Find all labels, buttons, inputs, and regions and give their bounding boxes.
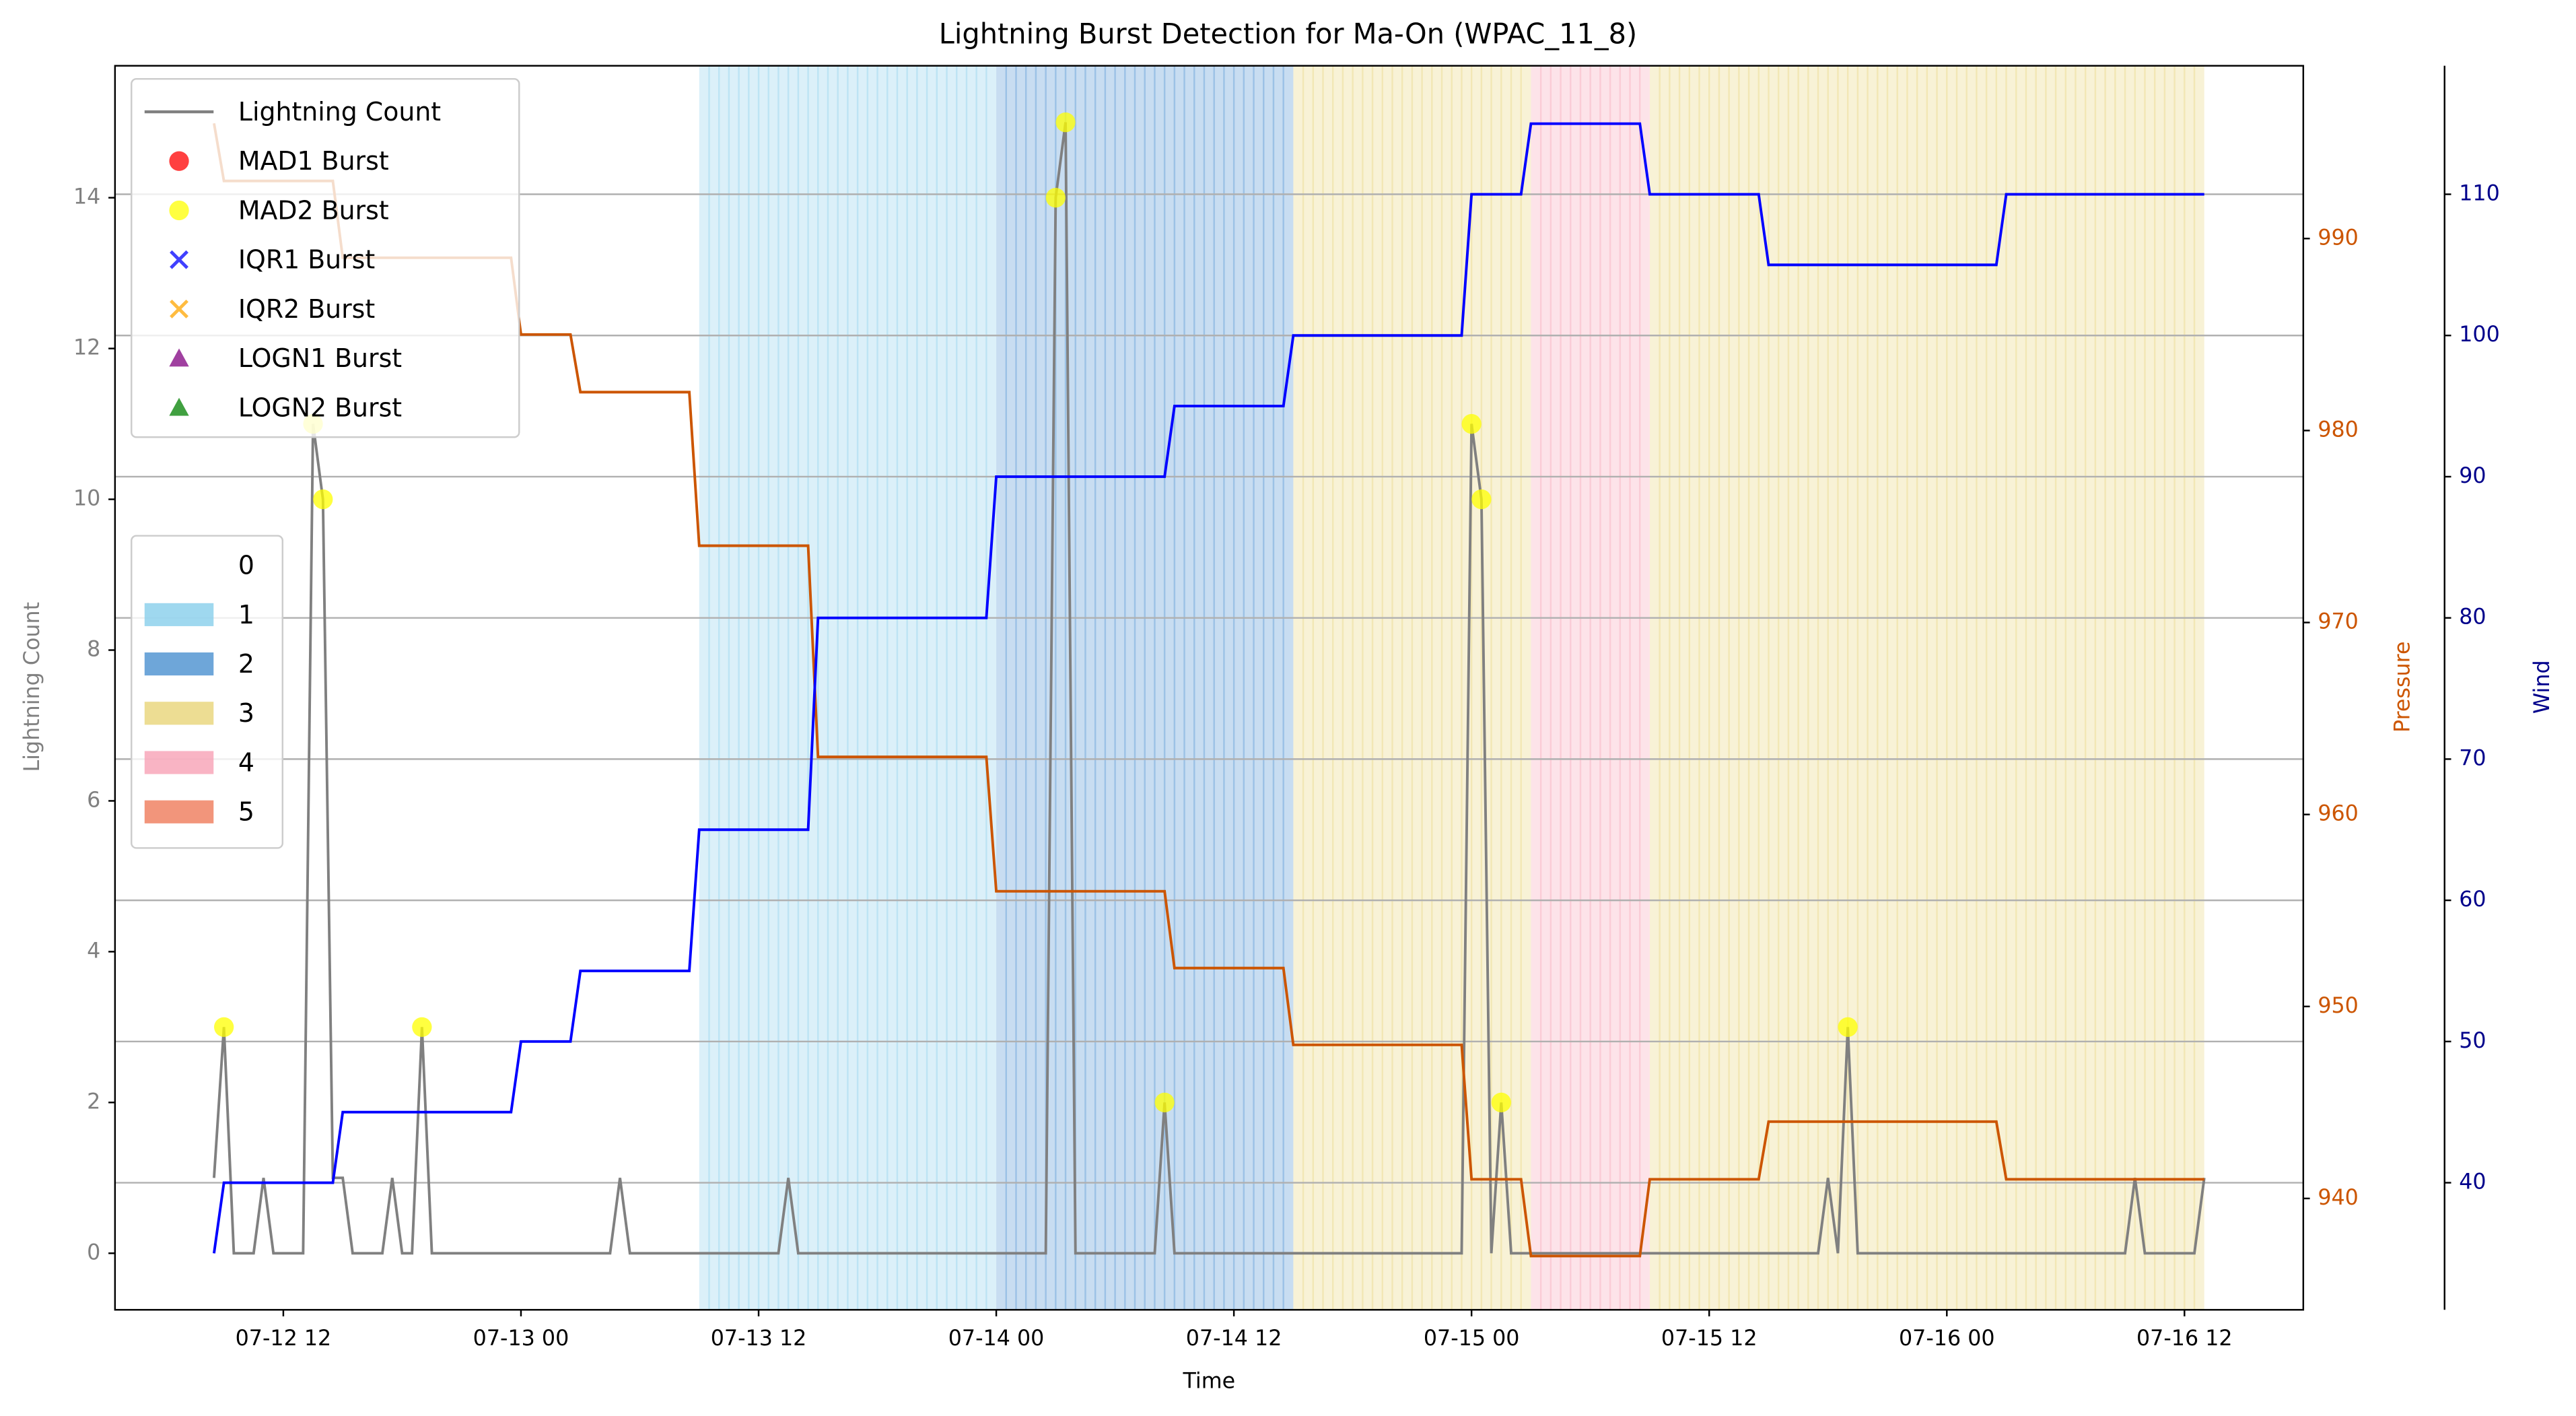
axes-layer: Lightning Burst Detection for Ma-On (WPA… [20,18,2554,1394]
legend-handle [169,200,189,221]
legend-swatch [144,751,214,774]
legend-label: 5 [238,797,254,827]
legend-label: MAD2 Burst [238,195,389,225]
legend-swatch [144,652,214,676]
y2-tick-label: 990 [2318,226,2359,250]
burst-marker [1154,1092,1175,1112]
x-tick-label: 07-13 12 [711,1326,807,1351]
burst-marker [214,1017,234,1038]
y2-tick-label: 970 [2318,610,2359,634]
legend-swatch [144,702,214,725]
legend-label: LOGN1 Burst [238,343,402,373]
plot-frame [114,65,2305,1311]
x-tick-label: 07-16 00 [1899,1326,1995,1351]
legend-handle [170,250,188,269]
legend-label: 2 [238,649,254,679]
legend-box [131,77,520,438]
legend-label: MAD1 Burst [238,146,389,176]
burst-marker [1491,1092,1511,1112]
span-band [1649,65,2204,1310]
legend-swatch [144,800,214,823]
y2-tick-label: 950 [2318,994,2359,1018]
y2-axis-label: Pressure [2391,642,2415,733]
span-legend: 0 1 2 3 4 5 [131,535,284,849]
y3-tick-label: 70 [2459,746,2486,770]
x-tick-label: 07-15 12 [1661,1326,1757,1351]
x-tick-label: 07-12 12 [236,1326,332,1351]
x-tick-label: 07-16 12 [2136,1326,2233,1351]
y3-tick-label: 60 [2459,887,2486,912]
legend: Lightning Count MAD1 Burst MAD2 Burst IQR1 … [131,77,520,438]
chart-title: Lightning Burst Detection for Ma-On (WPA… [939,18,1637,50]
span-band [996,65,1294,1310]
y3-tick-label: 90 [2459,464,2486,488]
x-tick-label: 07-13 00 [473,1326,569,1351]
series-line [213,122,2204,1254]
y2-tick-label: 960 [2318,802,2359,826]
legend-swatch [144,603,214,626]
legend-label: IQR2 Burst [238,294,375,324]
legend-handle [170,299,188,318]
y3-tick-label: 50 [2459,1029,2486,1053]
legend-handle [169,348,189,367]
burst-marker [412,1017,432,1038]
y3-tick-label: 80 [2459,605,2486,630]
legend-label: 0 [238,551,254,580]
legend-handle [169,151,189,171]
y-tick-label: 10 [73,487,100,511]
span-band [1293,65,1531,1310]
span-layer [699,65,2204,1310]
series-line [213,122,2206,1255]
y2-tick-label: 940 [2318,1186,2359,1210]
legend-label: 3 [238,698,254,728]
x-tick-label: 07-14 00 [948,1326,1045,1351]
y-tick-label: 2 [87,1089,100,1114]
x-axis-label: Time [1183,1370,1236,1394]
span-band [699,65,997,1310]
burst-marker [1471,489,1492,510]
burst-marker [1055,112,1076,133]
y-tick-label: 12 [73,336,100,360]
burst-marker [313,489,333,510]
x-tick-label: 07-14 12 [1186,1326,1282,1351]
y3-tick-label: 100 [2459,323,2500,347]
y-tick-label: 4 [87,939,100,963]
legend-label: IQR1 Burst [238,245,375,275]
y-tick-label: 0 [87,1240,100,1265]
legend-handle [169,397,189,416]
legend-label: 4 [238,747,254,777]
y-axis-label: Lightning Count [20,602,44,772]
y3-tick-label: 40 [2459,1170,2486,1194]
legend-label: LOGN2 Burst [238,393,402,422]
y3-axis-label: Wind [2530,660,2554,714]
legend-label: 1 [238,600,254,630]
y-tick-label: 6 [87,788,100,812]
span-band [1531,65,1650,1310]
y-tick-label: 8 [87,637,100,661]
y-tick-label: 14 [73,185,100,209]
burst-marker [1045,187,1066,208]
x-tick-label: 07-15 00 [1424,1326,1520,1351]
y3-tick-label: 110 [2459,182,2500,206]
burst-marker [1461,413,1482,434]
legend-label: Lightning Count [238,97,441,127]
burst-marker [1838,1017,1858,1038]
y2-tick-label: 980 [2318,417,2359,442]
